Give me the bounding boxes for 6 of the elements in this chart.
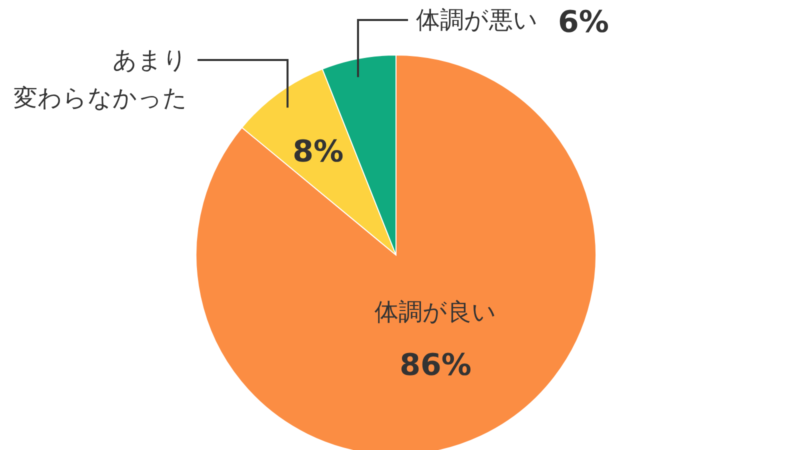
slice-label: 体調が悪い bbox=[416, 6, 538, 34]
data-label: 6% bbox=[558, 5, 609, 40]
slice-label: あまり変わらなかった bbox=[14, 46, 188, 112]
data-label: 8% bbox=[292, 134, 344, 170]
data-label: 86% bbox=[400, 348, 472, 383]
slice-label: 体調が良い bbox=[374, 298, 497, 326]
